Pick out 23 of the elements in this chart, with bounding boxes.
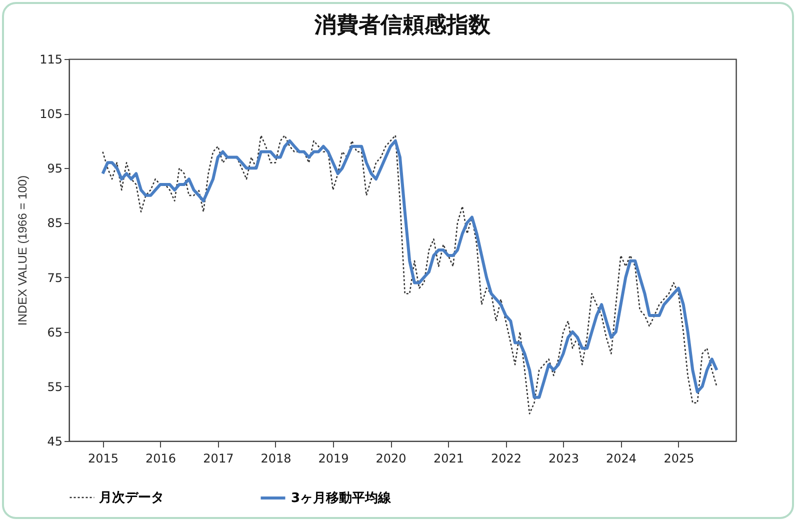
y-tick-label: 45 (47, 434, 62, 448)
x-tick-label: 2021 (433, 452, 464, 466)
y-tick-label: 105 (40, 107, 62, 122)
x-tick-label: 2017 (203, 452, 234, 466)
legend-label: 月次データ (98, 490, 164, 506)
x-tick-label: 2020 (376, 452, 406, 466)
y-axis-title: INDEX VALUE (1966 = 100) (16, 175, 30, 326)
y-tick-label: 55 (47, 380, 62, 394)
legend-label: 3ヶ月移動平均線 (291, 491, 392, 506)
y-tick-label: 85 (47, 216, 62, 230)
x-tick-label: 2016 (145, 452, 176, 466)
x-tick-label: 2022 (490, 452, 522, 466)
y-tick-label: 65 (47, 325, 62, 340)
x-tick-label: 2023 (548, 452, 580, 466)
x-tick-label: 2019 (318, 452, 349, 466)
chart-title: 消費者信頼感指数 (314, 13, 492, 38)
y-tick-label: 95 (47, 162, 62, 176)
x-tick-label: 2025 (664, 452, 694, 466)
y-tick-label: 75 (47, 270, 62, 285)
x-tick-label: 2018 (260, 452, 292, 466)
x-tick-label: 2024 (606, 452, 637, 466)
x-tick-label: 2015 (88, 452, 118, 466)
y-tick-label: 115 (40, 52, 62, 66)
